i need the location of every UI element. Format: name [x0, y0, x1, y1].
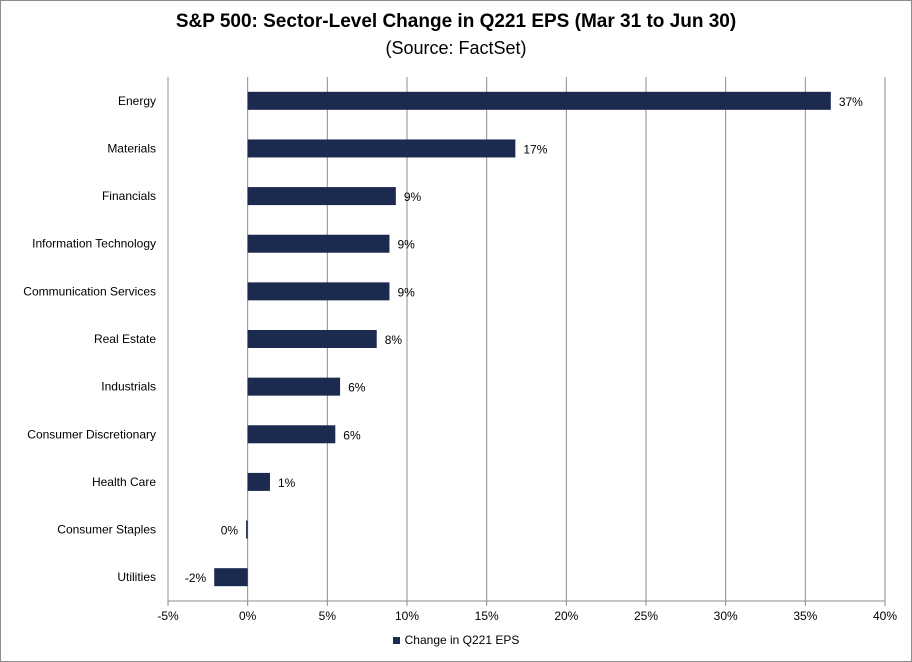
chart-title: S&P 500: Sector-Level Change in Q221 EPS…: [175, 11, 737, 32]
data-label: 17%: [523, 142, 547, 156]
category-label: Communication Services: [23, 284, 156, 298]
bar: [247, 187, 396, 206]
bar: [247, 425, 336, 444]
data-label: 9%: [404, 190, 422, 204]
bar: [247, 472, 270, 491]
category-label: Information Technology: [32, 237, 156, 251]
x-tick-label: 30%: [714, 609, 738, 623]
data-label: 1%: [278, 476, 296, 490]
data-label: 8%: [385, 333, 403, 347]
data-label: 6%: [343, 428, 361, 442]
data-label: -2%: [185, 571, 207, 585]
category-label: Health Care: [92, 475, 156, 489]
bar: [247, 377, 341, 396]
x-tick-label: 35%: [793, 609, 817, 623]
x-tick-label: 20%: [554, 609, 578, 623]
chart-subtitle: (Source: FactSet): [385, 38, 527, 58]
legend-label: Change in Q221 EPS: [404, 633, 520, 647]
x-tick-label: -5%: [157, 609, 179, 623]
bar: [246, 520, 248, 539]
x-tick-label: 5%: [319, 609, 337, 623]
data-label: 0%: [221, 524, 239, 538]
data-label: 37%: [839, 95, 863, 109]
bar: [247, 91, 831, 110]
data-label: 9%: [397, 285, 415, 299]
bar: [247, 234, 390, 253]
legend: Change in Q221 EPS: [1, 633, 911, 647]
data-label: 6%: [348, 381, 366, 395]
x-tick-label: 10%: [395, 609, 419, 623]
bar: [247, 330, 377, 348]
bar: [214, 568, 248, 587]
legend-swatch: [392, 636, 400, 644]
category-label: Consumer Staples: [57, 523, 156, 537]
bar: [247, 139, 516, 158]
x-tick-label: 15%: [475, 609, 499, 623]
x-tick-label: 40%: [873, 609, 897, 623]
x-tick-label: 25%: [634, 609, 658, 623]
x-tick-label: 0%: [239, 609, 257, 623]
category-label: Industrials: [101, 380, 156, 394]
category-label: Financials: [102, 189, 156, 203]
data-label: 9%: [397, 238, 415, 252]
category-label: Utilities: [117, 570, 156, 584]
category-label: Energy: [118, 94, 156, 108]
category-label: Real Estate: [94, 332, 156, 346]
category-label: Consumer Discretionary: [27, 427, 156, 441]
category-label: Materials: [107, 141, 156, 155]
bar: [247, 282, 390, 301]
